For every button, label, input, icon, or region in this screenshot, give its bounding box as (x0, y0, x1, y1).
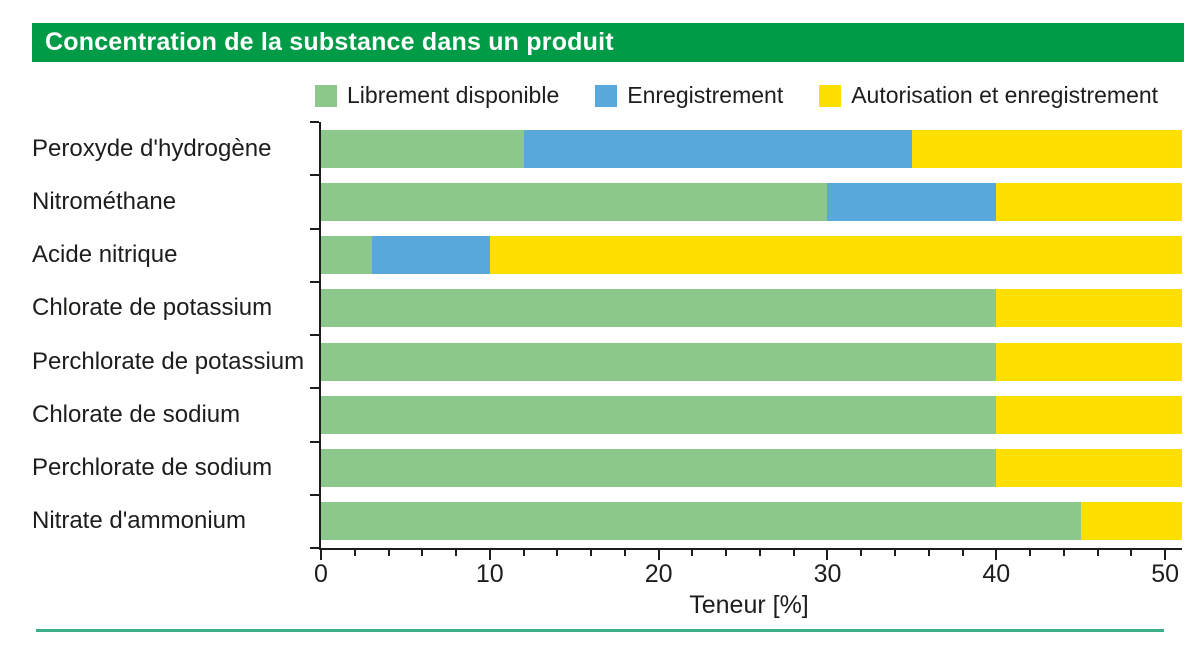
bar-segment-autorisation (996, 449, 1182, 488)
legend-swatch-autorisation (819, 84, 842, 107)
x-axis-minor-tick (1096, 548, 1099, 556)
x-axis-minor-tick (522, 548, 525, 556)
bar-row (321, 182, 1182, 221)
row-label: Perchlorate de potassium (32, 347, 305, 375)
bar-segment-autorisation (996, 289, 1182, 328)
x-axis-tick-label: 0 (314, 560, 328, 588)
legend-item-librement: Librement disponible (315, 82, 559, 109)
y-axis-tick (310, 440, 319, 443)
x-axis-major-tick (320, 548, 322, 560)
x-axis-minor-tick (1130, 548, 1133, 556)
x-axis-minor-tick (455, 548, 458, 556)
bar-segment-autorisation (489, 236, 1182, 275)
x-axis-minor-tick (556, 548, 559, 556)
y-axis-tick (310, 334, 319, 336)
bar-row (321, 129, 1182, 168)
bar-segment-librement (321, 449, 997, 488)
bar-segment-librement (321, 129, 524, 168)
x-axis-minor-tick (758, 548, 761, 556)
x-axis-tick-label: 40 (982, 560, 1011, 588)
x-axis-minor-tick (1029, 548, 1032, 556)
y-axis-tick (310, 387, 319, 390)
x-axis-minor-tick (1062, 548, 1065, 556)
bar-segment-librement (321, 395, 997, 434)
x-axis-major-tick (995, 548, 998, 560)
bar-row (321, 342, 1182, 381)
legend-item-autorisation: Autorisation et enregistrement (819, 82, 1158, 109)
x-axis-minor-tick (353, 548, 356, 556)
chart-title: Concentration de la substance dans un pr… (45, 28, 614, 56)
y-axis-tick (310, 227, 319, 230)
x-axis-major-tick (1164, 548, 1167, 560)
bar-row (321, 395, 1182, 434)
row-label: Nitrométhane (32, 187, 177, 215)
x-axis-minor-tick (421, 548, 424, 556)
y-axis-tick (310, 280, 319, 283)
row-label: Chlorate de sodium (32, 400, 241, 428)
bar-segment-autorisation (996, 182, 1182, 221)
x-axis-minor-tick (894, 548, 896, 556)
chart-legend: Librement disponible Enregistrement Autori… (315, 82, 1158, 109)
x-axis-minor-tick (623, 548, 626, 556)
x-axis-minor-tick (860, 548, 863, 556)
x-axis-major-tick (826, 548, 829, 560)
bar-segment-autorisation (1080, 502, 1182, 541)
bar-segment-enregistrement (371, 236, 490, 275)
row-label: Perchlorate de sodium (32, 454, 273, 482)
bar-segment-autorisation (911, 129, 1182, 168)
legend-label: Enregistrement (627, 82, 784, 108)
chart-title-bar: Concentration de la substance dans un pr… (32, 23, 1184, 62)
plot-area: 0 10 20 30 40 50 (310, 121, 1182, 588)
x-axis-tick-label: 10 (475, 560, 504, 588)
bar-segment-autorisation (996, 342, 1182, 381)
bar-segment-librement (321, 182, 828, 221)
bar-segment-librement (321, 236, 372, 275)
row-label: Peroxyde d'hydrogène (32, 134, 272, 162)
bar-segment-enregistrement (523, 129, 912, 168)
bar-segment-librement (321, 502, 1081, 541)
y-axis-tick (310, 121, 319, 123)
bar-segment-librement (321, 289, 997, 328)
x-axis-tick-label: 50 (1151, 560, 1180, 588)
x-axis-title: Teneur [%] (689, 591, 809, 619)
y-axis-tick (310, 174, 319, 177)
legend-swatch-librement (315, 84, 337, 107)
y-axis-tick (310, 493, 319, 496)
x-axis-minor-tick (792, 548, 795, 556)
x-axis-minor-tick (387, 548, 390, 556)
x-axis-minor-tick (961, 548, 964, 556)
x-axis-minor-tick (927, 548, 930, 556)
legend-label: Autorisation et enregistrement (851, 82, 1159, 108)
y-axis-tick (310, 547, 319, 549)
bar-row (321, 236, 1182, 275)
bar-row (321, 289, 1182, 328)
bar-segment-enregistrement (827, 182, 997, 221)
bar-row (321, 502, 1182, 541)
legend-item-enregistrement: Enregistrement (595, 82, 783, 109)
x-axis-tick-label: 20 (644, 560, 673, 588)
x-axis-minor-tick (691, 548, 694, 556)
row-label: Chlorate de potassium (32, 294, 273, 322)
row-label: Nitrate d'ammonium (32, 507, 246, 535)
bar-row (321, 449, 1182, 488)
row-label: Acide nitrique (32, 241, 178, 269)
x-axis-major-tick (657, 548, 660, 560)
bar-segment-librement (321, 342, 997, 381)
x-axis-minor-tick (590, 548, 593, 556)
legend-swatch-enregistrement (595, 84, 618, 107)
bottom-divider (36, 629, 1164, 632)
x-axis-major-tick (488, 548, 491, 560)
bar-segment-autorisation (996, 395, 1182, 434)
legend-label: Librement disponible (347, 82, 560, 108)
x-axis-minor-tick (725, 548, 728, 556)
x-axis-tick-label: 30 (813, 560, 842, 588)
